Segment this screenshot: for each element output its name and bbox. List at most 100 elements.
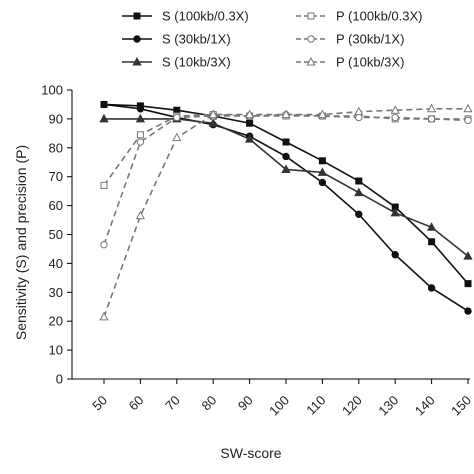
data-point (135, 210, 146, 220)
series-line (103, 103, 469, 312)
data-point (390, 207, 400, 217)
data-point (173, 113, 181, 122)
x-tick-label: 60 (126, 393, 147, 414)
data-point (100, 100, 108, 109)
data-point (464, 280, 472, 288)
data-point (172, 132, 182, 142)
legend-label: P (30kb/1X) (336, 32, 404, 47)
legend-item: P (100kb/0.3X) (296, 9, 422, 24)
data-point (282, 152, 290, 161)
data-point (426, 222, 437, 231)
data-point (208, 118, 218, 127)
legend-marker (306, 56, 316, 66)
x-axis-ticks: 50 60 70 80 90 100 110 120 130 140 150 (89, 379, 474, 418)
legend-item: S (10kb/3X) (122, 55, 231, 70)
y-tick-label: 0 (56, 372, 63, 387)
x-tick-label: 110 (303, 393, 328, 418)
y-axis-ticks: 0 10 20 30 40 50 60 70 80 90 100 (41, 83, 72, 387)
data-point (99, 113, 109, 123)
legend-item: P (30kb/1X) (296, 32, 404, 47)
data-point (99, 311, 109, 321)
y-tick-label: 10 (49, 343, 63, 358)
data-point (355, 210, 363, 218)
data-point (173, 106, 181, 114)
series-6 (99, 103, 473, 321)
data-point (318, 178, 327, 187)
series-group (99, 100, 473, 321)
data-point (463, 103, 473, 113)
y-tick-label: 30 (49, 285, 63, 300)
legend-label: S (10kb/3X) (162, 55, 231, 70)
x-tick-label: 130 (375, 393, 401, 419)
y-tick-label: 100 (41, 83, 63, 98)
data-point (136, 105, 145, 113)
data-point (208, 109, 218, 119)
legend-label: S (30kb/1X) (162, 32, 231, 47)
data-point (282, 138, 290, 146)
data-point (318, 157, 326, 165)
data-point (281, 164, 291, 173)
data-point (463, 251, 473, 260)
legend-item: S (30kb/1X) (122, 32, 231, 47)
y-tick-label: 90 (49, 111, 63, 126)
x-tick-label: 90 (235, 393, 256, 414)
legend-marker (133, 35, 141, 43)
x-tick-label: 120 (339, 393, 365, 419)
legend-label: P (10kb/3X) (336, 55, 404, 70)
x-tick-label: 70 (162, 393, 183, 414)
data-point (391, 113, 399, 122)
y-tick-label: 50 (49, 227, 63, 242)
data-point (246, 119, 254, 127)
data-point (390, 105, 400, 114)
data-point (427, 115, 436, 123)
data-point (136, 131, 144, 139)
y-tick-label: 40 (49, 256, 63, 271)
y-tick-label: 80 (49, 140, 63, 155)
data-point (464, 116, 472, 125)
legend-label: S (100kb/0.3X) (162, 9, 249, 24)
data-point (354, 187, 364, 197)
legend-marker (307, 35, 315, 43)
y-tick-label: 70 (49, 169, 63, 184)
series-4 (100, 111, 472, 189)
data-point (100, 240, 108, 249)
legend-marker (307, 12, 315, 20)
data-point (391, 251, 399, 259)
data-point (136, 138, 145, 146)
y-tick-label: 20 (49, 314, 63, 329)
x-tick-label: 100 (266, 393, 292, 419)
data-point (464, 307, 472, 315)
series-line (103, 107, 468, 318)
legend-marker (132, 56, 142, 66)
data-point (427, 284, 436, 292)
data-point (281, 109, 291, 119)
data-point (135, 113, 146, 123)
legend-marker (133, 12, 141, 20)
data-point (428, 238, 436, 246)
x-tick-label: 150 (448, 393, 474, 419)
series-2 (100, 100, 472, 315)
data-point (355, 113, 363, 122)
data-point (317, 109, 328, 119)
series-line (103, 113, 468, 186)
data-point (244, 134, 255, 143)
legend-item: S (100kb/0.3X) (122, 9, 249, 24)
legend-label: P (100kb/0.3X) (336, 9, 422, 24)
data-point (317, 167, 328, 176)
data-point (244, 109, 255, 119)
x-tick-label: 80 (198, 393, 219, 414)
series-line (103, 103, 469, 285)
x-tick-label: 140 (412, 393, 438, 419)
data-point (355, 177, 363, 185)
x-tick-label: 50 (89, 393, 110, 414)
legend: S (100kb/0.3X) S (30kb/1X) S (10kb/3X) P (1… (122, 9, 422, 70)
series-3 (99, 113, 473, 260)
data-point (426, 103, 437, 113)
y-axis-label: Sensitivity (S) and precision (P) (13, 145, 29, 340)
data-point (100, 181, 108, 189)
x-axis-label: SW-score (220, 445, 281, 461)
plot-area: 0 10 20 30 40 50 60 70 80 90 100 50 60 70 80 90 100 110 1… (41, 83, 474, 419)
legend-item: P (10kb/3X) (296, 55, 404, 70)
data-point (354, 106, 364, 116)
